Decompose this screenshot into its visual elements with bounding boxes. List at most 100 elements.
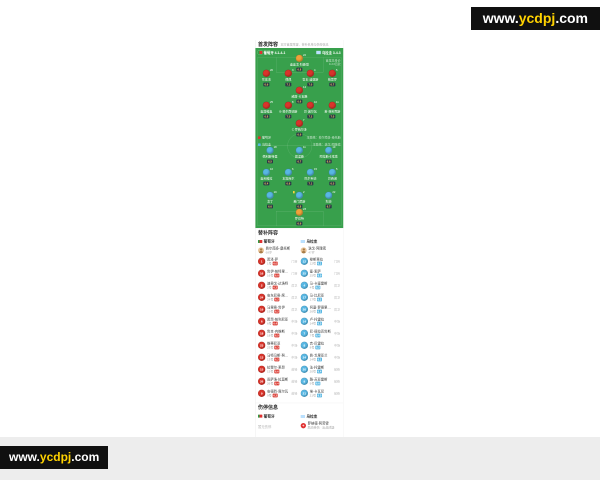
bench-row[interactable]: 2 迪奥戈·达洛特 2号 6.3 后卫 bbox=[257, 281, 298, 290]
bench-row[interactable]: 24 费·戈里亚兰 24号 6.1 中场 bbox=[300, 353, 341, 362]
bench-rating-badge: 6.0 bbox=[274, 273, 280, 278]
injury-away-team[interactable]: 乌拉圭 bbox=[300, 413, 341, 418]
player-marker[interactable]: 19 戈丁 6.6 bbox=[259, 191, 281, 209]
bench-player-info: 鲁本·内维斯 18号 6.5 bbox=[267, 329, 285, 338]
player-marker[interactable]: 20 坎塞洛 6.9 bbox=[255, 69, 277, 87]
player-marker[interactable]: 10 阿拉斯卡埃塔 6.6 bbox=[318, 146, 340, 164]
bench-row[interactable]: 24 安东尼奥·席尔瓦 24号 6.2 后卫 bbox=[257, 293, 298, 302]
player-marker[interactable]: 2 希门尼斯 6.8 bbox=[288, 191, 310, 209]
player-marker[interactable]: 11 努涅斯 6.7 bbox=[288, 146, 310, 164]
away-coach[interactable]: 迭戈·阿隆索 47岁 bbox=[300, 247, 341, 254]
away-team-header[interactable]: 乌拉圭 3-4-3 bbox=[316, 50, 341, 55]
player-marker[interactable]: 5 格雷罗 6.7 bbox=[321, 68, 343, 87]
player-number: 6 bbox=[291, 167, 294, 171]
player-marker[interactable]: 8 B·费尔南德斯 7.5 bbox=[277, 101, 299, 119]
bench-row[interactable]: 7 尼·德拉克鲁斯 7号 6.4 中场 bbox=[300, 329, 341, 338]
bench-row[interactable]: 4 马·卡塞雷斯 4号 6.3 后卫 bbox=[300, 281, 341, 290]
bench-rating-badge: 6.2 bbox=[274, 297, 280, 302]
bench-row[interactable]: 17 马·比尼亚 17号 6.2 后卫 bbox=[300, 293, 341, 302]
bench-player-info: 卢·托雷拉 14号 6.5 bbox=[310, 317, 324, 326]
bench-row[interactable]: 25 塞·索萨 25号 6.0 门将 bbox=[300, 269, 341, 278]
coach-person-icon bbox=[300, 247, 307, 254]
player-marker[interactable]: 11 若·菲利克斯 7.0 bbox=[321, 100, 343, 119]
player-number: 11 bbox=[335, 100, 339, 104]
bench-rating-badge: 6.2 bbox=[274, 309, 280, 314]
player-number: 5 bbox=[335, 68, 338, 72]
injury-home-team[interactable]: 葡萄牙 bbox=[257, 413, 298, 418]
player-marker[interactable]: 6 本坦库尔 6.9 bbox=[277, 167, 299, 186]
bench-row[interactable]: 9 路·苏亚雷斯 9号 6.6 前锋 bbox=[300, 377, 341, 386]
home-team-formation-label: 葡萄牙 4-1-4-1 bbox=[263, 51, 286, 55]
player-name: 巴尔韦德 bbox=[304, 176, 317, 180]
player-number: 22 bbox=[302, 53, 306, 57]
bench-position: 中场 bbox=[333, 319, 340, 324]
injury-entry[interactable]: + 罗纳德·阿劳霍 肌肉受伤 · 出战成疑 bbox=[300, 422, 341, 429]
substitutes-section: 替补阵容 葡萄牙 乌拉圭 费尔南多·桑托斯 bbox=[255, 227, 344, 399]
bench-player-line: 6号 6.4 bbox=[267, 321, 288, 326]
substitutes-home-team[interactable]: 葡萄牙 bbox=[257, 239, 298, 244]
bench-row[interactable]: 20 法·托雷斯 20号 6.4 前锋 bbox=[300, 365, 341, 374]
player-marker[interactable]: 14 威廉·卡瓦略 6.6 bbox=[288, 86, 310, 104]
bench-row[interactable]: 18 鲁本·内维斯 18号 6.5 中场 bbox=[257, 329, 298, 338]
away-color-chip bbox=[257, 143, 261, 146]
watermark-suffix: .com bbox=[555, 10, 588, 26]
bench-row[interactable]: 26 贡萨洛·拉莫斯 26号 6.4 前锋 bbox=[257, 377, 298, 386]
player-name: 希门尼斯 bbox=[293, 199, 306, 203]
player-marker[interactable]: 3 佩佩 7.1 bbox=[277, 69, 299, 87]
bench-player-number: 24号 bbox=[309, 357, 317, 361]
player-rating-badge: 7.1 bbox=[307, 181, 314, 186]
bench-row[interactable]: 21 埃·卡瓦尼 21号 6.5 前锋 bbox=[300, 389, 341, 398]
player-rating-badge: 7.5 bbox=[285, 114, 292, 119]
bench-row[interactable]: 23 维蒂尼亚 23号 6.3 中场 bbox=[257, 341, 298, 350]
bench-row[interactable]: 8 吉·巴雷拉 8号 6.2 中场 bbox=[300, 341, 341, 350]
player-number: 25 bbox=[269, 100, 273, 104]
bench-jersey-icon: 24 bbox=[257, 293, 266, 301]
bench-jersey-icon: 19 bbox=[257, 305, 266, 313]
home-team-header[interactable]: 葡萄牙 4-1-4-1 bbox=[257, 50, 286, 55]
player-marker[interactable]: 18 佩利斯特里 6.5 bbox=[259, 146, 281, 164]
bench-row[interactable]: 19 马里奥·鲁伊 19号 6.2 后卫 bbox=[257, 305, 298, 314]
bench-jersey-icon: 23 bbox=[257, 341, 266, 349]
bench-row[interactable]: 12 穆斯莱拉 12号 6.1 门将 bbox=[300, 257, 341, 266]
bench-player-number: 12号 bbox=[309, 261, 317, 265]
bench-row[interactable]: 6 若昂·帕利尼亚 6号 6.4 中场 bbox=[257, 317, 298, 326]
bench-row[interactable]: 13 马特乌斯·努内斯 13号 6.2 中场 bbox=[257, 353, 298, 362]
player-marker[interactable]: 7 C·罗纳尔多 6.9 bbox=[288, 119, 310, 137]
bench-rating-badge: 6.1 bbox=[317, 357, 323, 362]
substitutes-away-team[interactable]: 乌拉圭 bbox=[300, 239, 341, 244]
player-name: 奥利维拉 bbox=[260, 176, 273, 180]
player-marker[interactable]: 10 贝·席尔瓦 7.2 bbox=[299, 101, 321, 119]
jersey-icon bbox=[324, 191, 333, 199]
bench-row[interactable]: 1 若泽·萨 1号 6.0 门将 bbox=[257, 257, 298, 266]
bench-player-number: 1号 bbox=[266, 261, 272, 265]
bench-row[interactable]: 16 鲁伊·帕特里西奥 16号 6.0 门将 bbox=[257, 269, 298, 278]
bench-row-pair: 6 若昂·帕利尼亚 6号 6.4 中场 14 卢·托雷拉 14号 6.5 中场 bbox=[255, 315, 343, 327]
player-name: 佩利斯特里 bbox=[262, 154, 278, 158]
bench-rating-badge: 6.5 bbox=[317, 321, 323, 326]
bench-row[interactable]: 14 卢·托雷拉 14号 6.5 中场 bbox=[300, 317, 341, 326]
bench-player-line: 19号 6.2 bbox=[267, 309, 285, 314]
player-marker[interactable]: 23 罗切特 6.9 bbox=[288, 208, 310, 226]
home-coach[interactable]: 费尔南多·桑托斯 68岁 bbox=[257, 247, 298, 254]
player-marker[interactable]: 4 鲁本·迪亚斯 7.0 bbox=[299, 69, 321, 87]
bench-jersey-icon: 8 bbox=[300, 341, 308, 349]
player-name: 罗切特 bbox=[294, 216, 304, 220]
bench-row[interactable]: 15 拉斐尔·莱昂 15号 6.6 前锋 bbox=[257, 365, 298, 374]
bench-player-number: 15号 bbox=[266, 369, 274, 373]
bench-position: 门将 bbox=[291, 259, 298, 264]
bench-player-info: 马特乌斯·努内斯 13号 6.2 bbox=[267, 353, 290, 362]
bench-player-info: 塞·索萨 25号 6.0 bbox=[310, 269, 323, 278]
bench-row[interactable]: 26 何塞·罗德里格斯 26号 6.1 后卫 bbox=[300, 305, 341, 314]
player-marker[interactable]: 16 奥利维拉 6.4 bbox=[255, 168, 277, 186]
player-marker[interactable]: 22 迪奥戈·科斯塔 6.8 bbox=[288, 53, 310, 72]
bench-position: 中场 bbox=[291, 319, 298, 324]
player-marker[interactable]: 22 科茨 6.7 bbox=[318, 191, 340, 209]
player-marker[interactable]: 15 巴尔韦德 7.1 bbox=[299, 168, 321, 186]
player-marker[interactable]: 25 奥塔维奥 6.8 bbox=[255, 100, 277, 119]
player-marker[interactable]: 5 贝西诺 6.5 bbox=[321, 168, 343, 186]
bench-player-info: 贡萨洛·拉莫斯 26号 6.4 bbox=[267, 377, 288, 386]
bench-row[interactable]: 9 安德烈·席尔瓦 9号 6.3 前锋 bbox=[257, 389, 298, 398]
bench-player-info: 吉·巴雷拉 8号 6.2 bbox=[310, 341, 324, 350]
jersey-icon bbox=[284, 69, 292, 77]
home-color-chip bbox=[257, 136, 261, 139]
